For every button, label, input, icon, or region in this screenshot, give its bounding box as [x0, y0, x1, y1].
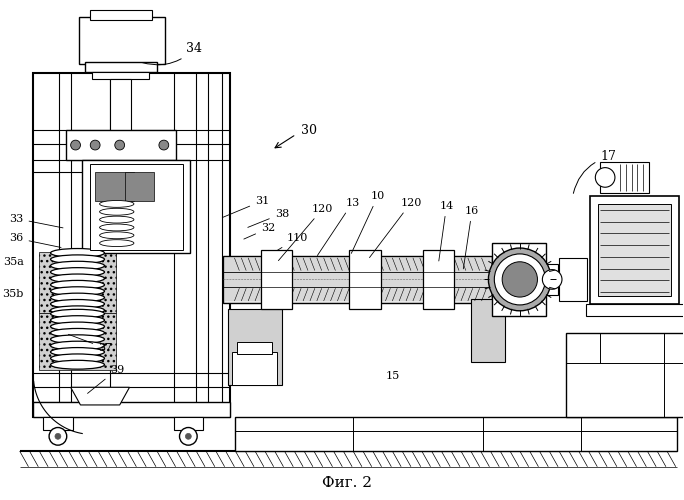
Ellipse shape [51, 293, 105, 302]
Text: 31: 31 [222, 196, 269, 218]
Bar [224, 258, 490, 301]
Bar [34, 402, 230, 416]
Circle shape [70, 140, 81, 150]
Text: 14: 14 [439, 201, 453, 261]
Text: Фиг. 2: Фиг. 2 [322, 476, 372, 490]
Ellipse shape [51, 316, 105, 324]
Bar [471, 299, 505, 362]
Bar [261, 250, 292, 309]
Bar [43, 416, 73, 430]
Bar [34, 74, 230, 416]
Bar [547, 264, 558, 295]
Bar [90, 164, 183, 250]
Bar [586, 304, 683, 316]
Circle shape [115, 140, 124, 150]
Ellipse shape [51, 262, 105, 270]
Ellipse shape [51, 360, 105, 369]
Circle shape [159, 140, 169, 150]
Ellipse shape [51, 306, 105, 314]
Ellipse shape [51, 335, 105, 344]
Text: 34: 34 [142, 42, 202, 65]
Polygon shape [70, 388, 129, 405]
Bar [95, 172, 134, 201]
Bar [237, 342, 272, 354]
Text: 32: 32 [244, 224, 275, 239]
Bar [235, 416, 676, 451]
Text: 10: 10 [352, 191, 385, 254]
Ellipse shape [51, 348, 105, 356]
Ellipse shape [51, 354, 105, 363]
Ellipse shape [51, 328, 105, 338]
Bar [559, 258, 586, 301]
Bar [598, 204, 671, 296]
Bar [39, 252, 116, 313]
Bar [233, 352, 276, 386]
Text: 35b: 35b [2, 289, 23, 299]
Ellipse shape [51, 322, 105, 331]
Text: 35a: 35a [3, 257, 23, 267]
Circle shape [55, 434, 61, 440]
Bar [86, 62, 157, 72]
Circle shape [179, 428, 197, 445]
Bar [601, 162, 649, 193]
Bar [90, 10, 152, 20]
Ellipse shape [100, 216, 134, 223]
Bar [566, 334, 683, 416]
Text: 120: 120 [278, 204, 333, 260]
Ellipse shape [51, 248, 105, 258]
Bar [79, 16, 165, 64]
Bar [83, 160, 190, 253]
Circle shape [49, 428, 67, 445]
Text: 17: 17 [573, 150, 616, 194]
Text: 16: 16 [463, 206, 479, 269]
Bar [39, 313, 116, 370]
Circle shape [495, 254, 545, 305]
Bar [66, 130, 176, 160]
Text: 30: 30 [301, 124, 317, 137]
Text: 39: 39 [88, 364, 124, 394]
Ellipse shape [51, 280, 105, 289]
Ellipse shape [100, 200, 134, 207]
Circle shape [90, 140, 100, 150]
Ellipse shape [51, 255, 105, 264]
Circle shape [542, 270, 562, 289]
Ellipse shape [51, 268, 105, 276]
Ellipse shape [100, 224, 134, 231]
Text: 38: 38 [248, 208, 289, 228]
Ellipse shape [51, 287, 105, 296]
Text: 37: 37 [68, 334, 112, 353]
Text: 13: 13 [317, 198, 360, 256]
Bar [174, 416, 203, 430]
Bar [124, 172, 154, 201]
Text: 36: 36 [10, 233, 61, 248]
Ellipse shape [51, 300, 105, 308]
Bar [349, 250, 380, 309]
Bar [228, 309, 282, 386]
Bar [223, 256, 492, 303]
Text: 120: 120 [369, 198, 421, 258]
Ellipse shape [100, 208, 134, 215]
Circle shape [595, 168, 615, 187]
Ellipse shape [51, 310, 105, 318]
Ellipse shape [51, 341, 105, 350]
Bar [590, 196, 679, 304]
Bar [492, 243, 547, 316]
Text: 15: 15 [385, 370, 399, 380]
Ellipse shape [51, 274, 105, 283]
Ellipse shape [100, 240, 134, 246]
Text: 110: 110 [277, 233, 308, 250]
Text: 33: 33 [10, 214, 63, 228]
Bar [423, 250, 454, 309]
Circle shape [488, 248, 551, 311]
Bar [110, 80, 131, 134]
Ellipse shape [100, 232, 134, 238]
Circle shape [185, 434, 192, 440]
Circle shape [502, 262, 538, 297]
Bar [92, 72, 149, 80]
